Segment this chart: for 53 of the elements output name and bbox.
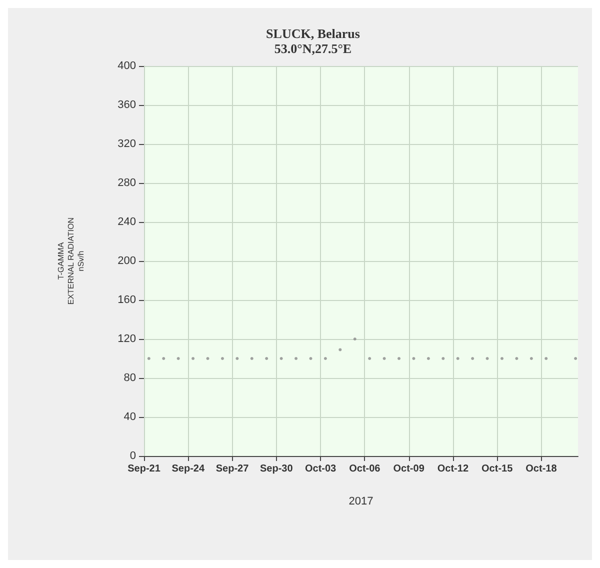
x-tick-label: Oct-15 <box>482 464 514 474</box>
point <box>265 357 268 360</box>
x-tick-label: Oct-03 <box>304 464 337 474</box>
y-tick-label: 0 <box>130 450 136 462</box>
chart-title: SLUCK, Belarus <box>266 26 360 41</box>
y-tick-label: 120 <box>118 333 136 345</box>
y-axis-title: T-GAMMA EXTERNAL RADIATION nSv/h <box>56 217 86 305</box>
point <box>456 357 460 360</box>
point <box>192 357 195 360</box>
point <box>412 357 416 360</box>
point <box>368 357 372 360</box>
x-tick-label: Sep-30 <box>260 464 294 474</box>
chart-subtitle: 53.0°N,27.5°E <box>274 41 352 56</box>
y-tick-label: 200 <box>118 255 136 267</box>
y-tick-label: 400 <box>118 60 136 72</box>
x-tick-label: Sep-21 <box>128 464 161 474</box>
y-tick-label: 160 <box>118 294 136 306</box>
point <box>206 357 210 360</box>
x-tick-label: Sep-27 <box>216 464 250 474</box>
point <box>442 357 445 360</box>
point <box>220 357 224 360</box>
point <box>500 357 504 360</box>
y-tick-label: 40 <box>124 411 136 423</box>
point <box>544 357 548 360</box>
point <box>294 357 298 360</box>
y-tick-label: 80 <box>124 372 136 384</box>
point <box>426 357 430 360</box>
point <box>353 338 356 340</box>
y-tick-label: 360 <box>118 99 136 111</box>
x-tick-label: Oct-06 <box>349 464 381 474</box>
point <box>398 357 401 360</box>
point <box>309 357 312 360</box>
point <box>530 357 533 360</box>
point <box>382 357 386 360</box>
point <box>486 357 489 360</box>
point <box>162 357 166 360</box>
x-tick-label: Oct-18 <box>526 464 558 474</box>
x-tick-label: Oct-09 <box>393 464 425 474</box>
y-tick-label: 240 <box>118 216 136 228</box>
point <box>176 357 180 360</box>
x-axis-title: 2017 <box>348 496 374 508</box>
point <box>471 357 474 360</box>
point <box>574 357 578 360</box>
point <box>236 357 239 360</box>
x-tick-label: Sep-24 <box>172 464 205 474</box>
point <box>515 357 518 360</box>
point <box>280 357 283 360</box>
point <box>250 357 254 360</box>
point <box>147 357 150 360</box>
y-tick-label: 280 <box>118 177 136 189</box>
x-tick-label: Oct-12 <box>437 464 469 474</box>
y-tick-label: 320 <box>118 138 136 150</box>
point <box>324 357 327 360</box>
